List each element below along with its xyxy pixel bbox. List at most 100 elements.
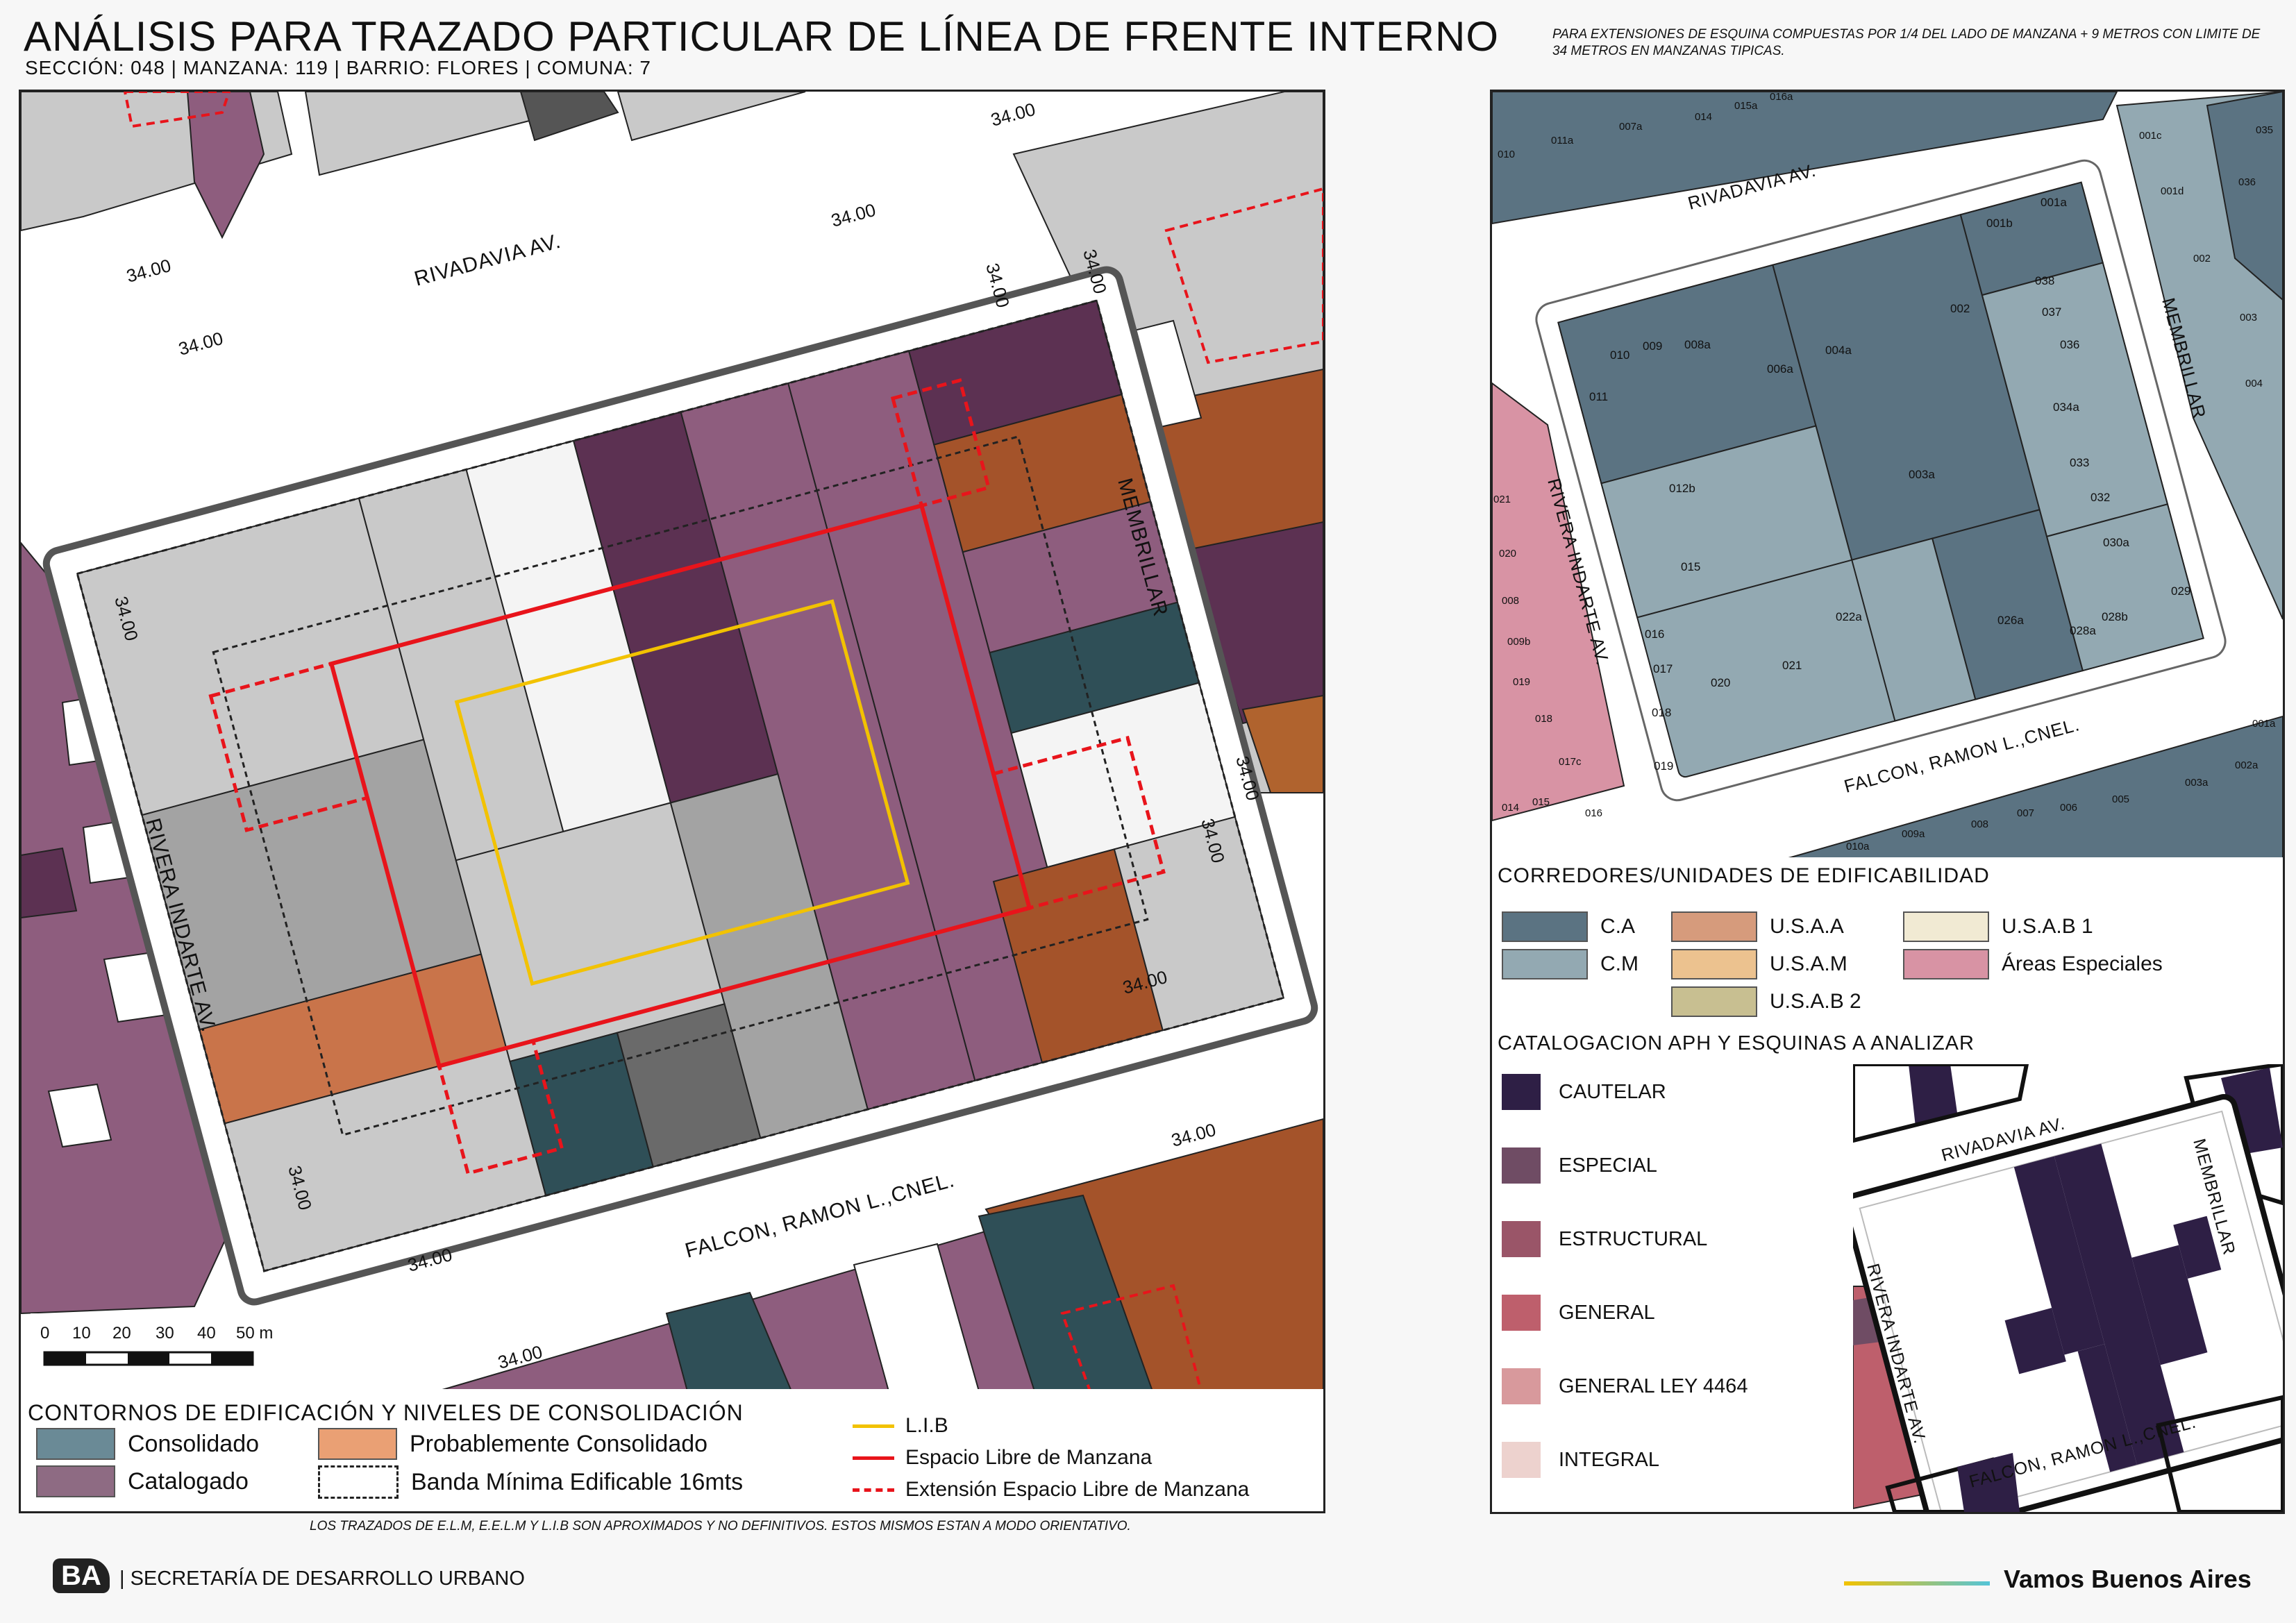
legend-label: Banda Mínima Edificable 16mts: [411, 1468, 744, 1495]
legend-swatch: [1502, 1295, 1541, 1331]
parcel-label: 017: [1653, 662, 1673, 675]
parcel-label-left: 021: [1493, 494, 1511, 505]
legend-estructural: ESTRUCTURAL: [1502, 1221, 1707, 1257]
parcel-label: 009: [1643, 339, 1662, 353]
parcel-label: 030a: [2103, 536, 2129, 549]
parcel-label-left: 015: [1532, 796, 1550, 808]
parcel-label-top: 011a: [1551, 135, 1574, 146]
parcel-label-bottom: 003a: [2185, 777, 2209, 789]
parcel-label: 004a: [1825, 344, 1852, 357]
ba-logo-text: BA: [61, 1561, 101, 1591]
page-subtitle: SECCIÓN: 048 | MANZANA: 119 | BARRIO: FL…: [25, 57, 651, 78]
legend-espacio-libre: Espacio Libre de Manzana: [853, 1446, 1152, 1470]
scale-tick: 30: [156, 1324, 174, 1343]
neighbor-block-nw: [21, 92, 806, 239]
parcel-label-right: 003: [2240, 312, 2257, 323]
parcel-label-left: 017c: [1559, 756, 1582, 768]
legend-lib: L.I.B: [853, 1414, 948, 1438]
parcel-label: 034a: [2053, 401, 2079, 414]
legend-banda-minima: Banda Mínima Edificable 16mts: [318, 1465, 743, 1499]
scale-tick: 0: [40, 1324, 49, 1343]
legend-areas-especiales: Áreas Especiales: [1903, 949, 2163, 979]
legend-swatch: [1502, 1368, 1541, 1404]
legend-line-swatch: [853, 1456, 894, 1460]
legend-label: Consolidado: [128, 1430, 260, 1457]
parcel-label: 003a: [1909, 468, 1935, 481]
parcel-label-left: 009b: [1507, 636, 1530, 648]
legend-swatch: [1502, 1442, 1541, 1478]
parcel-label-right: 036: [2238, 176, 2256, 188]
parcel-label: 019: [1654, 759, 1673, 773]
legend-swatch: [36, 1428, 115, 1460]
aph-legend-title: CATALOGACION APH Y ESQUINAS A ANALIZAR: [1498, 1032, 1975, 1054]
parcel-label: 012b: [1669, 482, 1695, 495]
parcel-label-left: 019: [1513, 676, 1530, 688]
parcel-label-bottom: 010a: [1846, 841, 1870, 852]
legend-especial: ESPECIAL: [1502, 1147, 1657, 1184]
legend-usaa: U.S.A.A: [1671, 911, 1844, 942]
legend-label: INTEGRAL: [1559, 1448, 1660, 1471]
legend-label: Extensión Espacio Libre de Manzana: [905, 1478, 1250, 1501]
legend-swatch: [1671, 911, 1757, 942]
extension-note: PARA EXTENSIONES DE ESQUINA COMPUESTAS P…: [1552, 27, 2261, 58]
parcel-label-top: 014: [1695, 111, 1712, 123]
parcel-label: 010: [1610, 348, 1629, 362]
legend-cm: C.M: [1502, 949, 1639, 979]
scale-tick: 10: [72, 1324, 91, 1343]
parcel-label: 006a: [1767, 362, 1793, 376]
legend-swatch: [1671, 986, 1757, 1017]
parcel-label-bottom: 007: [2017, 807, 2034, 819]
legend-usab2: U.S.A.B 2: [1671, 986, 1861, 1017]
legend-line-swatch: [853, 1424, 894, 1428]
parcel-label-left: 014: [1502, 802, 1519, 814]
legend-probablemente-consolidado: Probablemente Consolidado: [318, 1428, 707, 1460]
parcel-label: 002: [1950, 302, 1970, 315]
parcel-label-left: 008: [1502, 595, 1519, 607]
legend-usam: U.S.A.M: [1671, 949, 1847, 979]
parcel-label-right: 004: [2245, 378, 2263, 389]
main-map: 34.00 34.00 34.00 34.00 34.00 34.00 34.0…: [21, 92, 1323, 1391]
parcel-label-right: 002: [2193, 253, 2211, 264]
legend-label: U.S.A.M: [1770, 952, 1847, 975]
parcel-label-bottom: 001a: [2252, 718, 2276, 730]
main-block: [42, 266, 1318, 1306]
parcel-label: 037: [2042, 305, 2061, 319]
legend-label: Áreas Especiales: [2002, 952, 2163, 975]
legend-label: GENERAL: [1559, 1301, 1655, 1324]
parcel-label: 008a: [1684, 338, 1711, 351]
legend-swatch: [1502, 1074, 1541, 1110]
parcel-label: 011: [1589, 390, 1608, 403]
legend-label: Catalogado: [128, 1468, 249, 1495]
legend-swatch: [1671, 949, 1757, 979]
slogan-line: [1844, 1581, 1990, 1586]
legend-label: L.I.B: [905, 1414, 948, 1437]
parcel-label: 020: [1711, 676, 1730, 689]
slogan: Vamos Buenos Aires: [2004, 1565, 2252, 1593]
scale-tick: 40: [197, 1324, 216, 1343]
parcel-label: 001b: [1986, 217, 2013, 230]
corridors-legend-title: CORREDORES/UNIDADES DE EDIFICABILIDAD: [1498, 864, 1990, 887]
parcel-label-bottom: 008: [1971, 818, 1988, 830]
legend-extension-espacio-libre: Extensión Espacio Libre de Manzana: [853, 1478, 1249, 1502]
legend-label: Probablemente Consolidado: [410, 1430, 708, 1457]
legend-label: ESPECIAL: [1559, 1154, 1657, 1177]
legend-swatch: [318, 1465, 399, 1499]
scale-tick: 50 m: [236, 1324, 273, 1343]
parcel-label-top: 015a: [1734, 100, 1758, 112]
main-map-panel: 34.00 34.00 34.00 34.00 34.00 34.00 34.0…: [19, 90, 1325, 1393]
parcel-label: 026a: [1997, 614, 2024, 627]
parcel-label-bottom: 006: [2060, 802, 2077, 814]
parcel-label: 033: [2070, 456, 2089, 469]
parcel-label: 001a: [2041, 196, 2067, 209]
parcel-label: 028b: [2102, 610, 2128, 623]
legend-label: C.M: [1600, 952, 1639, 975]
legend-line-swatch: [853, 1488, 894, 1492]
legend-label: GENERAL LEY 4464: [1559, 1374, 1748, 1397]
legend-swatch: [318, 1428, 397, 1460]
legend-ca: C.A: [1502, 911, 1635, 942]
legend-label: U.S.A.B 1: [2002, 915, 2093, 938]
aph-legend: CATALOGACION APH Y ESQUINAS A ANALIZAR C…: [1490, 1024, 2285, 1514]
ba-logo: BA: [53, 1558, 110, 1593]
scale-bar: 0 10 20 30 40 50 m: [31, 1313, 273, 1383]
legend-consolidado: Consolidado: [36, 1428, 259, 1460]
